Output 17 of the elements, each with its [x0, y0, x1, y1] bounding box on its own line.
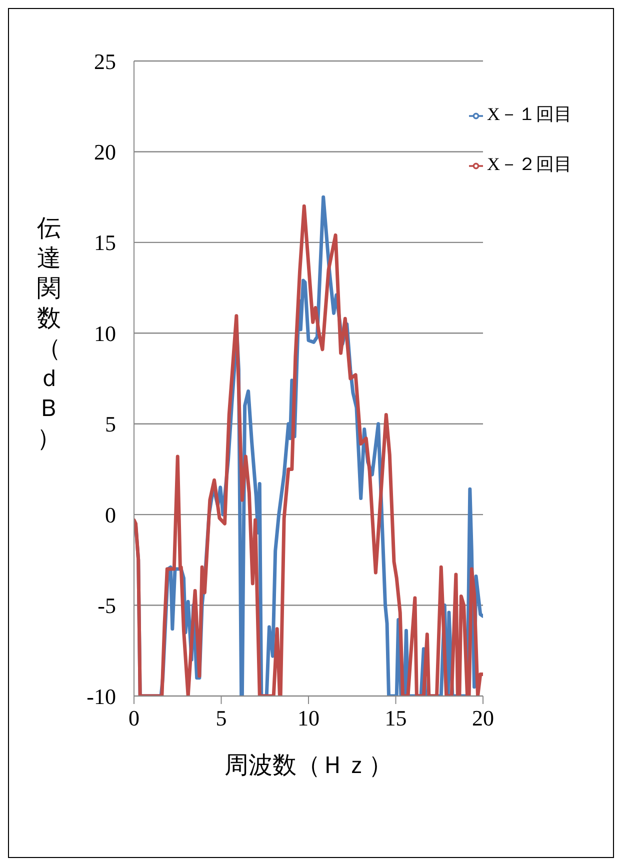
y-tick-label: 25 [94, 48, 116, 74]
x-tick-label: 10 [298, 706, 320, 731]
y-tick-label: 15 [94, 230, 116, 256]
legend-label: X－１回目 [487, 104, 572, 124]
y-tick-label: -5 [98, 593, 116, 618]
y-tick-label: 10 [94, 320, 116, 346]
x-axis-title: 周波数（Ｈｚ） [224, 753, 392, 780]
x-tick-label: 5 [216, 706, 227, 731]
y-axis-title: 伝達関数（ｄＢ） [37, 216, 61, 452]
y-tick-label: 20 [94, 140, 116, 165]
y-tick-label: 0 [105, 502, 116, 528]
x-tick-label: 0 [128, 706, 140, 731]
y-tick-label: -10 [86, 684, 116, 709]
x-tick-label: 15 [384, 706, 407, 731]
legend-label: X－２回目 [487, 154, 572, 174]
y-tick-label: 5 [105, 412, 116, 437]
x-tick-label: 20 [472, 706, 494, 731]
